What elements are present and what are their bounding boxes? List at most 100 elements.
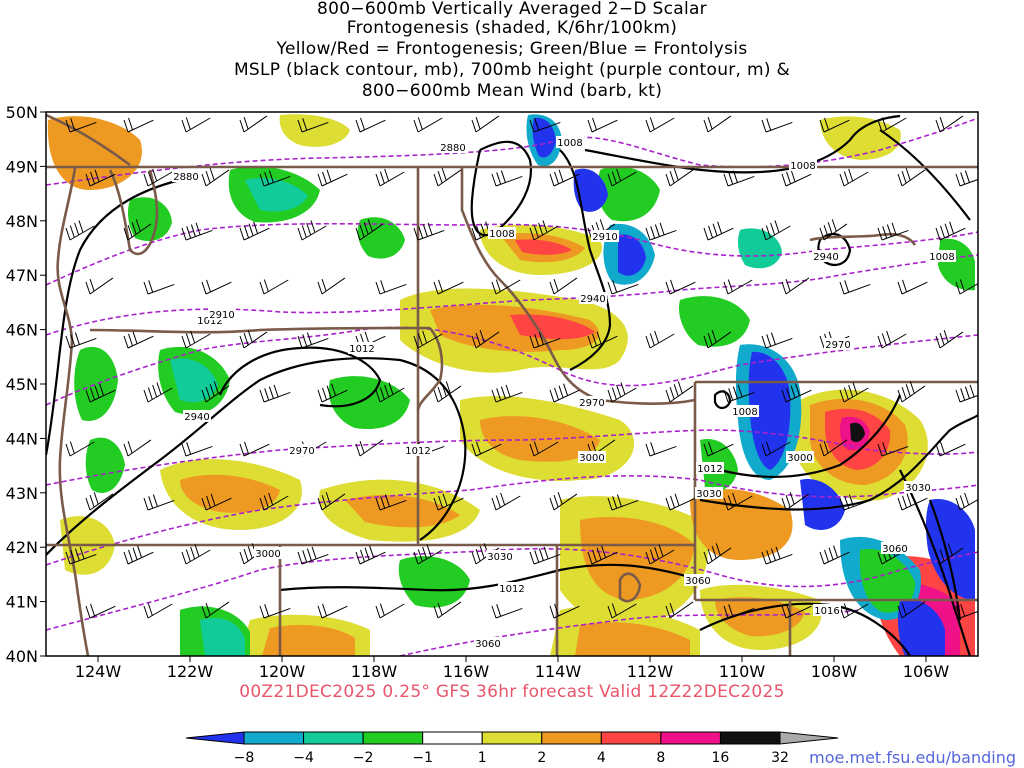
- wind-barb: [143, 382, 173, 403]
- wind-barb: [65, 332, 97, 349]
- frontogenesis-area: [47, 116, 142, 190]
- colorbar-segment: [362, 731, 424, 745]
- mslp-contour-line: [218, 346, 382, 408]
- colorbar-tick-label: −1: [412, 750, 433, 766]
- frontolysis-area: [897, 599, 945, 656]
- wind-barb: [413, 117, 443, 133]
- frontolysis-area: [573, 168, 608, 212]
- wind-barb: [703, 330, 732, 349]
- height-label: 2910: [592, 232, 617, 243]
- wind-barb: [375, 603, 405, 619]
- wind-barb: [607, 494, 639, 511]
- wind-barb: [723, 492, 753, 511]
- wind-barb: [297, 546, 329, 565]
- wind-barb: [143, 603, 173, 619]
- wind-barb: [665, 381, 694, 403]
- wind-barb: [645, 117, 675, 133]
- wind-barb: [819, 117, 850, 133]
- height-label-bg: [172, 170, 200, 182]
- wind-barb: [181, 222, 213, 241]
- colorbar-segment: [541, 731, 602, 745]
- wind-barb: [607, 280, 639, 295]
- wind-barb: [781, 383, 812, 403]
- wind-barb: [607, 382, 637, 403]
- wind-barb: [897, 493, 928, 511]
- wind-barb: [529, 220, 559, 241]
- wind-barb: [607, 603, 637, 619]
- height-label-bg: [183, 410, 211, 422]
- colorbar: −8 −4 −2 −1 1 2 4 8 16 32: [185, 731, 839, 766]
- mslp-label: 1008: [489, 229, 514, 240]
- lat-label: 41N: [6, 593, 38, 612]
- height-label: 3060: [882, 544, 907, 555]
- wind-barb: [665, 493, 696, 511]
- height-label: 2940: [813, 252, 838, 263]
- wind-barb: [781, 492, 810, 511]
- wind-barb: [413, 330, 443, 349]
- colorbar-tick-label: −8: [234, 750, 255, 766]
- mslp-contour-line: [719, 394, 902, 479]
- colorbar-segment: [600, 731, 662, 745]
- wind-barb: [587, 117, 618, 133]
- wind-barb: [839, 382, 869, 403]
- height-label-bg: [812, 250, 840, 262]
- wind-barb: [201, 601, 230, 619]
- wind-barb: [65, 220, 95, 241]
- height-labels: 2880 2880 2910 2910 2940 2940 2940 2970 2970 2970…: [172, 141, 932, 650]
- credit-link[interactable]: moe.met.fsu.edu/banding: [809, 748, 1016, 767]
- wind-barb: [239, 441, 270, 457]
- wind-barb: [201, 279, 232, 295]
- wind-barb: [259, 604, 291, 619]
- frontolysis-area: [597, 166, 660, 222]
- mslp-contour-line: [46, 178, 181, 456]
- wind-barb: [375, 168, 405, 187]
- wind-barb: [433, 493, 464, 511]
- wind-barb: [317, 383, 348, 403]
- mslp-label-bg: [928, 250, 956, 262]
- frontolysis-area: [127, 197, 172, 242]
- frontolysis-area: [357, 217, 405, 259]
- height-label-bg: [439, 141, 467, 153]
- wind-barb: [123, 117, 154, 133]
- colorbar-arrow-left: [185, 731, 245, 745]
- wind-barb: [703, 441, 734, 457]
- height-label-bg: [695, 487, 723, 499]
- colorbar-tick-label: 1: [478, 750, 487, 766]
- mslp-label: 1008: [929, 252, 954, 263]
- mslp-contour-line: [928, 499, 962, 621]
- lon-label: 116W: [443, 662, 490, 681]
- forecast-valid-time: 00Z21DEC2025 0.25° GFS 36hr forecast Val…: [239, 682, 785, 702]
- mslp-contour-line: [713, 390, 732, 410]
- wind-barb: [897, 168, 926, 187]
- frontogenesis-area: [850, 422, 865, 442]
- wind-barb: [85, 492, 114, 511]
- wind-barb: [935, 221, 966, 241]
- frontogenesis-area: [345, 495, 460, 528]
- lon-label: 110W: [719, 662, 766, 681]
- wind-barb: [413, 222, 445, 241]
- colorbar-segment: [303, 731, 364, 745]
- mslp-label-bg: [348, 342, 376, 354]
- height-label: 3030: [696, 489, 721, 500]
- longitude-axis: 124W 122W 120W 118W 116W 114W 112W 110W 108W 106W: [75, 656, 949, 681]
- height-label: 2970: [289, 446, 314, 457]
- wind-barb: [955, 170, 978, 187]
- wind-barb: [761, 441, 791, 457]
- height-label: 3000: [255, 549, 280, 560]
- wind-barb: [955, 492, 978, 511]
- height-label-bg: [578, 396, 606, 408]
- height-label: 2940: [184, 412, 209, 423]
- colorbar-segment: [719, 731, 781, 745]
- wind-barb: [201, 493, 232, 511]
- wind-barb: [259, 170, 291, 187]
- lon-label: 118W: [351, 662, 398, 681]
- colorbar-segment: [422, 731, 483, 745]
- wind-barb: [549, 383, 580, 403]
- lon-label: 124W: [75, 662, 122, 681]
- wind-barb: [413, 544, 443, 565]
- coastline: [108, 169, 159, 256]
- colorbar-tick-label: −4: [293, 750, 314, 766]
- wind-barb: [181, 330, 211, 349]
- height-label-bg: [684, 574, 712, 586]
- wind-barb: [491, 492, 521, 511]
